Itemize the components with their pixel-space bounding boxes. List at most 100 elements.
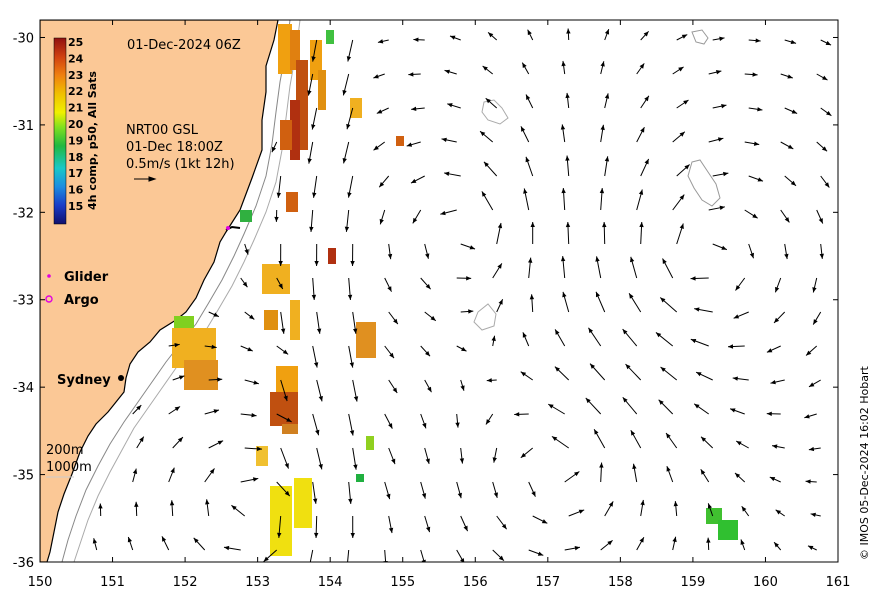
colorbar-gradient bbox=[53, 37, 67, 225]
argo-legend-marker bbox=[45, 295, 53, 303]
current-arrow-head bbox=[349, 362, 354, 368]
current-arrow-head bbox=[681, 34, 688, 39]
land-australia bbox=[40, 20, 279, 562]
colorbar-tick-label: 24 bbox=[68, 52, 84, 65]
current-arrow-head bbox=[256, 446, 263, 452]
current-arrow-head bbox=[566, 28, 571, 34]
current-arrow-head bbox=[213, 409, 219, 414]
colorbar-tick-label: 20 bbox=[68, 118, 84, 131]
current-arrow-head bbox=[425, 351, 431, 357]
seamount-outline-1 bbox=[481, 99, 509, 125]
current-arrow-head bbox=[766, 348, 773, 353]
current-arrow-head bbox=[430, 315, 436, 321]
current-arrow-head bbox=[818, 218, 823, 224]
current-arrow-head bbox=[622, 397, 628, 403]
current-arrow-head bbox=[660, 367, 666, 372]
current-arrow-head bbox=[604, 93, 610, 99]
current-arrow-head bbox=[520, 452, 527, 458]
current-arrow-head bbox=[554, 366, 561, 372]
current-arrow-head bbox=[315, 429, 320, 436]
colorbar-tick-label: 15 bbox=[68, 200, 83, 213]
current-arrow-head bbox=[379, 181, 385, 188]
product-time: 01-Dec 18:00Z bbox=[126, 140, 223, 155]
current-arrow-head bbox=[410, 178, 417, 184]
current-arrow-head bbox=[307, 90, 312, 96]
current-arrow-head bbox=[602, 222, 607, 228]
current-arrow-head bbox=[447, 103, 453, 108]
current-arrow-head bbox=[684, 164, 690, 170]
current-arrow-head bbox=[769, 477, 776, 482]
current-arrow-head bbox=[595, 256, 600, 262]
current-arrow-head bbox=[774, 317, 780, 323]
current-arrow-head bbox=[307, 158, 312, 164]
current-arrow-head bbox=[318, 395, 323, 402]
current-arrow-head bbox=[276, 192, 282, 198]
lon-tick-label: 161 bbox=[826, 575, 851, 590]
current-arrow-head bbox=[263, 556, 269, 562]
current-arrow-head bbox=[660, 297, 666, 303]
current-arrow-head bbox=[344, 226, 350, 232]
current-arrow-head bbox=[528, 257, 533, 263]
current-arrow-head bbox=[463, 525, 468, 532]
current-arrow-head bbox=[411, 106, 417, 112]
current-arrow-head bbox=[655, 332, 662, 338]
current-arrow-head bbox=[599, 462, 604, 468]
current-arrow-head bbox=[578, 509, 585, 514]
current-arrow-head bbox=[561, 60, 566, 67]
current-arrow-head bbox=[352, 328, 358, 334]
current-arrow-head bbox=[715, 70, 722, 75]
current-arrow-head bbox=[92, 538, 98, 544]
current-arrow-head bbox=[444, 171, 450, 177]
lon-tick-label: 160 bbox=[753, 575, 778, 590]
argo-legend-label: Argo bbox=[64, 293, 99, 308]
current-arrow-head bbox=[346, 56, 352, 62]
current-arrow-head bbox=[412, 217, 418, 224]
current-arrow-head bbox=[755, 38, 761, 43]
current-arrow-head bbox=[127, 536, 133, 543]
current-arrow-head bbox=[485, 98, 491, 104]
current-arrow bbox=[420, 549, 425, 562]
current-arrow bbox=[309, 549, 314, 562]
lon-tick-label: 159 bbox=[680, 575, 705, 590]
current-arrow-head bbox=[205, 499, 210, 505]
current-arrow-head bbox=[700, 469, 706, 475]
colorbar-tick-label: 16 bbox=[68, 184, 84, 197]
current-arrow-head bbox=[541, 519, 548, 524]
current-arrow-head bbox=[805, 479, 811, 484]
current-arrow-head bbox=[810, 512, 816, 518]
current-arrow-head bbox=[498, 555, 504, 561]
current-arrow-head bbox=[177, 437, 183, 443]
current-arrow-head bbox=[284, 463, 289, 469]
current-arrow-head bbox=[455, 422, 460, 428]
current-arrow-head bbox=[565, 155, 570, 161]
current-arrow-head bbox=[562, 291, 567, 298]
current-arrow-head bbox=[284, 490, 290, 497]
current-arrow-head bbox=[604, 156, 610, 162]
current-arrow-head bbox=[826, 110, 832, 116]
current-arrow-head bbox=[537, 551, 544, 556]
product-name: NRT00 GSL bbox=[126, 123, 199, 138]
current-arrow-head bbox=[770, 379, 776, 385]
current-arrow-head bbox=[392, 387, 398, 394]
colorbar-tick-label: 18 bbox=[68, 151, 83, 164]
current-arrow-head bbox=[812, 287, 817, 293]
current-arrow-head bbox=[242, 281, 248, 288]
current-arrow-head bbox=[640, 499, 645, 506]
current-arrow-head bbox=[752, 213, 758, 219]
current-arrow-head bbox=[728, 344, 734, 349]
current-arrow-head bbox=[466, 276, 472, 281]
current-arrow-head bbox=[311, 124, 316, 130]
current-arrow-head bbox=[460, 385, 465, 391]
current-arrow-head bbox=[231, 505, 237, 511]
current-arrow-head bbox=[629, 293, 634, 299]
current-arrow-head bbox=[753, 141, 760, 146]
current-arrow-head bbox=[481, 191, 487, 197]
current-arrow-head bbox=[134, 501, 139, 507]
current-arrow-head bbox=[282, 349, 289, 355]
sydney-marker bbox=[118, 375, 124, 381]
current-arrow-head bbox=[719, 36, 725, 41]
current-arrow-head bbox=[353, 464, 358, 470]
credit-text: © IMOS 05-Dec-2024 16:02 Hobart bbox=[858, 365, 871, 560]
current-arrow-head bbox=[732, 376, 738, 381]
